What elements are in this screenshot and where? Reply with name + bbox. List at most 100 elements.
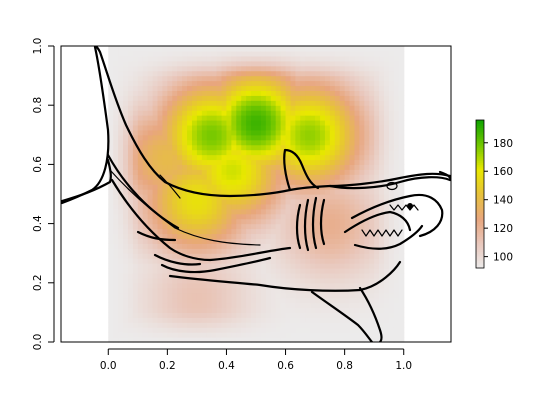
- heatmap-cell: [364, 80, 370, 87]
- heatmap-cell: [324, 223, 331, 230]
- heatmap-cell: [231, 198, 237, 205]
- legend-swatch: [476, 181, 484, 184]
- heatmap-cell: [132, 272, 139, 279]
- heatmap-cell: [324, 90, 331, 96]
- heatmap-cell: [182, 218, 188, 225]
- legend-swatch: [476, 231, 484, 234]
- heatmap-cell: [211, 332, 218, 338]
- heatmap-cell: [260, 203, 267, 210]
- heatmap-cell: [187, 238, 193, 244]
- heatmap-cell: [295, 203, 301, 210]
- heatmap-cell: [339, 139, 346, 146]
- heatmap-cell: [285, 223, 292, 230]
- heatmap-cell: [201, 55, 208, 62]
- heatmap-cell: [162, 238, 168, 244]
- heatmap-cell: [320, 149, 326, 156]
- heatmap-cell: [152, 312, 159, 318]
- heatmap-cell: [295, 110, 301, 116]
- heatmap-cell: [285, 302, 292, 309]
- legend-swatch: [476, 210, 484, 213]
- heatmap-cell: [177, 253, 183, 259]
- heatmap-cell: [241, 60, 247, 67]
- heatmap-cell: [127, 243, 134, 249]
- heatmap-cell: [280, 233, 287, 239]
- heatmap-cell: [241, 218, 247, 225]
- heatmap-cell: [393, 115, 400, 121]
- heatmap-cell: [127, 174, 134, 180]
- heatmap-cell: [349, 282, 356, 289]
- heatmap-cell: [349, 292, 356, 299]
- heatmap-cell: [251, 297, 257, 304]
- heatmap-cell: [196, 317, 203, 323]
- heatmap-cell: [334, 65, 341, 72]
- heatmap-cell: [285, 60, 292, 67]
- heatmap-cell: [379, 164, 385, 170]
- heatmap-cell: [191, 268, 198, 274]
- heatmap-cell: [275, 194, 282, 200]
- heatmap-cell: [162, 228, 168, 235]
- heatmap-cell: [305, 50, 311, 57]
- heatmap-cell: [364, 90, 370, 96]
- heatmap-cell: [113, 169, 119, 175]
- heatmap-cell: [127, 105, 134, 111]
- heatmap-cell: [167, 253, 173, 259]
- heatmap-cell: [295, 179, 301, 185]
- heatmap-cell: [251, 302, 257, 309]
- heatmap-cell: [295, 297, 301, 304]
- heatmap-cell: [285, 50, 292, 57]
- legend-tick-label: 120: [493, 223, 513, 235]
- heatmap-cell: [167, 248, 173, 254]
- heatmap-cell: [108, 292, 114, 299]
- heatmap-cell: [359, 65, 365, 72]
- heatmap-cell: [108, 272, 114, 279]
- heatmap-cell: [246, 164, 252, 170]
- heatmap-cell: [132, 337, 139, 343]
- heatmap-cell: [162, 174, 168, 180]
- heatmap-cell: [339, 154, 346, 161]
- heatmap-cell: [379, 100, 385, 106]
- heatmap-cell: [344, 233, 351, 239]
- heatmap-cell: [142, 70, 149, 77]
- heatmap-cell: [339, 292, 346, 299]
- heatmap-cell: [364, 65, 370, 72]
- heatmap-cell: [320, 307, 326, 313]
- heatmap-cell: [265, 120, 272, 126]
- heatmap-cell: [344, 213, 351, 220]
- heatmap-cell: [369, 105, 375, 111]
- heatmap-cell: [349, 60, 356, 67]
- heatmap-cell: [354, 120, 360, 126]
- heatmap-cell: [285, 312, 292, 318]
- heatmap-cell: [191, 203, 198, 210]
- heatmap-cell: [334, 317, 341, 323]
- heatmap-cell: [251, 263, 257, 269]
- heatmap-cell: [256, 129, 262, 136]
- heatmap-cell: [359, 238, 365, 244]
- heatmap-cell: [127, 60, 134, 67]
- heatmap-cell: [384, 110, 390, 116]
- heatmap-cell: [246, 75, 252, 82]
- heatmap-cell: [108, 154, 114, 161]
- heatmap-cell: [256, 65, 262, 72]
- heatmap-cell: [236, 268, 242, 274]
- heatmap-cell: [256, 337, 262, 343]
- heatmap-cell: [364, 179, 370, 185]
- heatmap-cell: [206, 287, 213, 294]
- heatmap-cell: [359, 139, 365, 146]
- heatmap-cell: [300, 154, 306, 161]
- heatmap-cell: [246, 60, 252, 67]
- heatmap-cell: [231, 292, 237, 299]
- heatmap-cell: [260, 120, 267, 126]
- heatmap-cell: [123, 80, 129, 87]
- heatmap-cell: [398, 144, 405, 151]
- heatmap-cell: [118, 213, 124, 220]
- heatmap-cell: [132, 105, 139, 111]
- heatmap-cell: [354, 159, 360, 165]
- heatmap-cell: [236, 179, 242, 185]
- heatmap-cell: [142, 332, 149, 338]
- legend-swatch: [476, 123, 484, 127]
- heatmap-cell: [196, 159, 203, 165]
- heatmap-cell: [349, 194, 356, 200]
- heatmap-cell: [201, 115, 208, 121]
- heatmap-cell: [147, 253, 154, 259]
- heatmap-cell: [295, 272, 301, 279]
